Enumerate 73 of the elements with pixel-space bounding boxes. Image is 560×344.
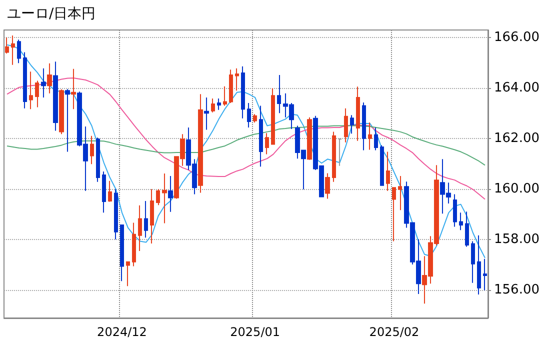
candlestick — [198, 94, 203, 194]
candlestick — [138, 204, 142, 252]
candlestick — [386, 151, 390, 192]
candlestick — [204, 96, 209, 130]
candlestick — [374, 127, 378, 151]
candlestick — [253, 114, 257, 123]
candlestick — [344, 108, 348, 143]
candlestick — [265, 132, 269, 155]
candlestick — [392, 187, 396, 242]
candlestick — [247, 102, 251, 128]
candlestick — [483, 258, 487, 291]
candlestick — [65, 88, 70, 152]
candlestick — [162, 172, 167, 224]
y-tick-label: 164.00 — [494, 80, 540, 96]
candlestick — [53, 61, 58, 132]
candlestick — [477, 234, 481, 296]
x-tick-label: 2024/12 — [97, 325, 147, 339]
candlestick — [71, 68, 76, 110]
candlestick — [120, 224, 124, 282]
candlestick — [350, 114, 354, 134]
candlestick — [380, 144, 384, 186]
candlestick — [29, 71, 33, 110]
y-tick-label: 156.00 — [494, 282, 540, 298]
x-tick-label: 2025/01 — [230, 325, 280, 339]
candlestick — [102, 170, 106, 214]
candlestick — [223, 86, 227, 106]
candlestick — [35, 80, 39, 108]
y-tick-label: 158.00 — [494, 232, 540, 248]
candlestick — [338, 138, 342, 166]
candlestick — [453, 194, 457, 228]
candlestick — [132, 222, 136, 267]
candlestick — [259, 105, 263, 168]
candlestick — [11, 35, 15, 66]
candlestick — [471, 240, 475, 284]
candlestick — [23, 52, 27, 109]
candlestick — [150, 188, 154, 244]
candlestick — [398, 176, 402, 211]
candlestick — [211, 98, 215, 113]
line-series — [6, 125, 486, 166]
candlestick — [144, 200, 148, 238]
y-tick-label: 162.00 — [494, 131, 540, 146]
line-series — [6, 78, 486, 200]
candlestick — [368, 122, 372, 150]
candlestick — [47, 62, 52, 94]
candlestick — [114, 188, 118, 240]
candlestick — [229, 69, 233, 104]
candlestick — [217, 98, 221, 110]
candlestick — [356, 86, 360, 142]
candlestick — [59, 88, 64, 135]
y-tick-label: 166.00 — [494, 30, 540, 46]
candlestick — [465, 211, 469, 248]
candlestick — [96, 137, 100, 182]
candlestick — [168, 176, 173, 212]
candlestick — [17, 39, 21, 64]
candlestick — [362, 102, 366, 151]
candlestick — [235, 68, 239, 92]
candlestick — [459, 212, 463, 231]
candlestick — [126, 261, 130, 287]
line-series — [6, 44, 486, 258]
candlestick — [108, 180, 112, 202]
candlestick — [156, 188, 160, 206]
candlestick — [5, 37, 9, 54]
candlestick — [332, 131, 336, 182]
candlestick — [90, 135, 94, 165]
candlestick — [41, 68, 46, 98]
y-tick-label: 160.00 — [494, 182, 540, 197]
candlestick — [241, 66, 245, 119]
x-tick-label: 2025/02 — [369, 325, 420, 339]
candlestick — [325, 172, 330, 200]
candlestick — [277, 74, 281, 114]
candlestick — [271, 88, 275, 145]
candlestick — [307, 116, 312, 160]
chart-title: ユーロ/日本円 — [7, 6, 96, 22]
